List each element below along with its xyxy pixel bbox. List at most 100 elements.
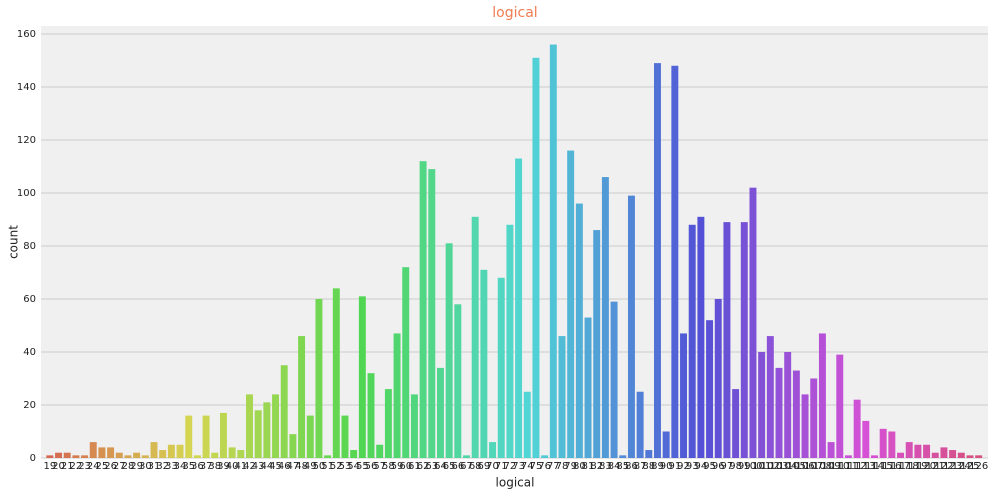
x-tick-label: 101 [752, 461, 771, 472]
bar [636, 391, 644, 458]
bar [697, 216, 705, 458]
bar [541, 455, 549, 458]
bar [680, 333, 687, 458]
x-tick-label: 34 [174, 461, 187, 472]
bar [888, 431, 896, 458]
bar [497, 277, 505, 458]
bar [332, 288, 340, 458]
x-tick-label: 81 [582, 461, 595, 472]
bar [289, 434, 297, 458]
bar [228, 447, 236, 458]
x-tick-label: 77 [547, 461, 560, 472]
x-tick-label: 59 [391, 461, 404, 472]
x-tick-label: 106 [796, 461, 815, 472]
x-tick-label: 42 [243, 461, 256, 472]
bar [393, 333, 401, 458]
x-tick-label: 111 [839, 461, 858, 472]
bar [46, 455, 54, 458]
bar [402, 267, 410, 458]
y-tick-label: 140 [17, 82, 36, 93]
bar [324, 455, 332, 458]
bar [445, 243, 453, 458]
y-tick-label: 100 [17, 188, 36, 199]
x-tick-label: 20 [52, 461, 65, 472]
x-tick-label: 31 [148, 461, 161, 472]
x-tick-label: 86 [625, 461, 638, 472]
grid [41, 33, 988, 459]
x-tick-label: 83 [599, 461, 612, 472]
x-tick-label: 46 [278, 461, 291, 472]
y-tick-label: 20 [23, 400, 36, 411]
bar [436, 367, 444, 458]
x-tick-label: 66 [451, 461, 464, 472]
bar [532, 57, 540, 458]
x-tick-label: 97 [721, 461, 734, 472]
y-tick-label: 80 [23, 241, 36, 252]
x-tick-label: 99 [738, 461, 751, 472]
bar [688, 224, 696, 458]
x-tick-label: 60 [399, 461, 412, 472]
bar [966, 455, 974, 458]
bar [315, 298, 323, 458]
x-tick-label: 58 [382, 461, 395, 472]
x-tick-label: 52 [330, 461, 343, 472]
x-tick-label: 67 [460, 461, 473, 472]
bar [306, 415, 314, 458]
bar [246, 394, 253, 458]
x-tick-label: 126 [969, 461, 988, 472]
x-tick-label: 35 [182, 461, 195, 472]
bar [549, 44, 557, 458]
x-tick-label: 119 [908, 461, 927, 472]
bar [341, 415, 349, 458]
x-tick-label: 38 [208, 461, 221, 472]
bar [593, 230, 601, 458]
bar [575, 203, 583, 458]
bar [254, 410, 262, 458]
x-tick-label: 70 [486, 461, 499, 472]
y-tick-label: 40 [23, 347, 36, 358]
x-tick-label: 98 [729, 461, 742, 472]
bar [706, 320, 714, 458]
x-tick-label: 49 [304, 461, 317, 472]
bars [46, 44, 983, 459]
bar [98, 447, 106, 458]
bar [63, 452, 71, 458]
x-tick-label: 91 [668, 461, 681, 472]
bar [124, 455, 132, 458]
bar [72, 455, 80, 458]
x-tick-label: 102 [761, 461, 780, 472]
bar [732, 389, 740, 458]
bar [89, 442, 97, 458]
bar [940, 447, 948, 458]
x-tick-label: 92 [677, 461, 690, 472]
bar [150, 442, 158, 458]
x-tick-label: 55 [356, 461, 369, 472]
x-tick-label: 74 [521, 461, 534, 472]
x-tick-label: 114 [865, 461, 884, 472]
bar [792, 370, 800, 458]
x-tick-label: 93 [686, 461, 699, 472]
x-tick-label: 107 [804, 461, 823, 472]
bar [202, 415, 210, 458]
x-tick-label: 30 [139, 461, 152, 472]
bar [827, 442, 835, 458]
x-tick-label: 39 [217, 461, 230, 472]
x-tick-label: 78 [556, 461, 569, 472]
bar [740, 222, 748, 458]
x-tick-label: 71 [495, 461, 508, 472]
x-tick-label: 120 [917, 461, 936, 472]
x-tick-label: 121 [926, 461, 945, 472]
x-tick-label: 23 [78, 461, 91, 472]
x-tick-label: 79 [564, 461, 577, 472]
bar [480, 269, 488, 458]
bar [923, 444, 931, 458]
y-tick-label: 0 [30, 453, 36, 464]
bar [55, 452, 62, 458]
x-tick-label: 105 [787, 461, 806, 472]
bar [263, 402, 271, 458]
x-tick-label: 41 [234, 461, 247, 472]
bar [957, 452, 965, 458]
x-tick-label: 40 [226, 461, 239, 472]
x-tick-label: 68 [469, 461, 482, 472]
